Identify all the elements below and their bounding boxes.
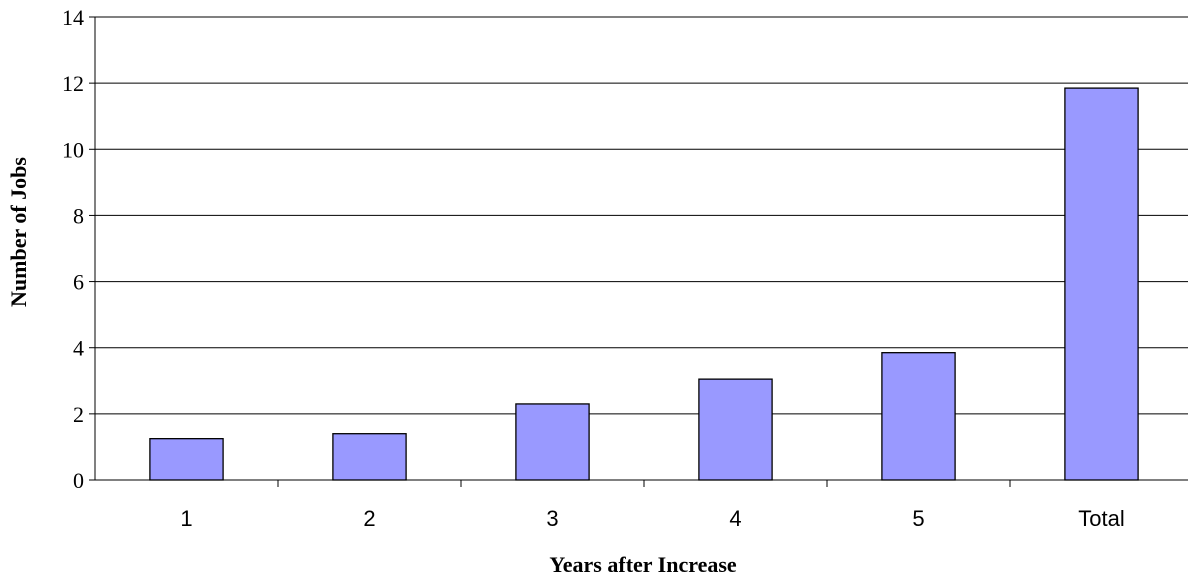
- y-tick-label: 14: [62, 5, 84, 30]
- x-axis-title: Years after Increase: [549, 552, 737, 577]
- y-tick-label: 0: [73, 468, 84, 493]
- bar-1: [149, 438, 224, 481]
- gridlines: [95, 16, 1188, 415]
- y-tick-label: 6: [73, 270, 84, 295]
- bar-4: [698, 378, 773, 481]
- x-tick-labels: 1 2 3 4 5 Total: [180, 506, 1124, 531]
- x-tick-label: 3: [546, 506, 558, 531]
- y-tick-label: 10: [62, 137, 84, 162]
- bar-5: [881, 352, 956, 481]
- x-tick-label: 5: [912, 506, 924, 531]
- axes: [89, 16, 1188, 487]
- x-tick-label: Total: [1078, 506, 1124, 531]
- x-tick-label: 1: [180, 506, 192, 531]
- x-tick-label: 4: [729, 506, 741, 531]
- y-tick-labels: 0 2 4 6 8 10 12 14: [62, 5, 84, 493]
- x-tick-label: 2: [363, 506, 375, 531]
- y-tick-label: 4: [73, 336, 84, 361]
- bars: [149, 87, 1139, 481]
- y-tick-label: 2: [73, 402, 84, 427]
- bar-3: [515, 403, 590, 481]
- bar-total: [1064, 87, 1139, 481]
- y-tick-label: 8: [73, 203, 84, 228]
- bar-2: [332, 433, 407, 481]
- y-tick-label: 12: [62, 71, 84, 96]
- y-axis-title: Number of Jobs: [6, 157, 31, 307]
